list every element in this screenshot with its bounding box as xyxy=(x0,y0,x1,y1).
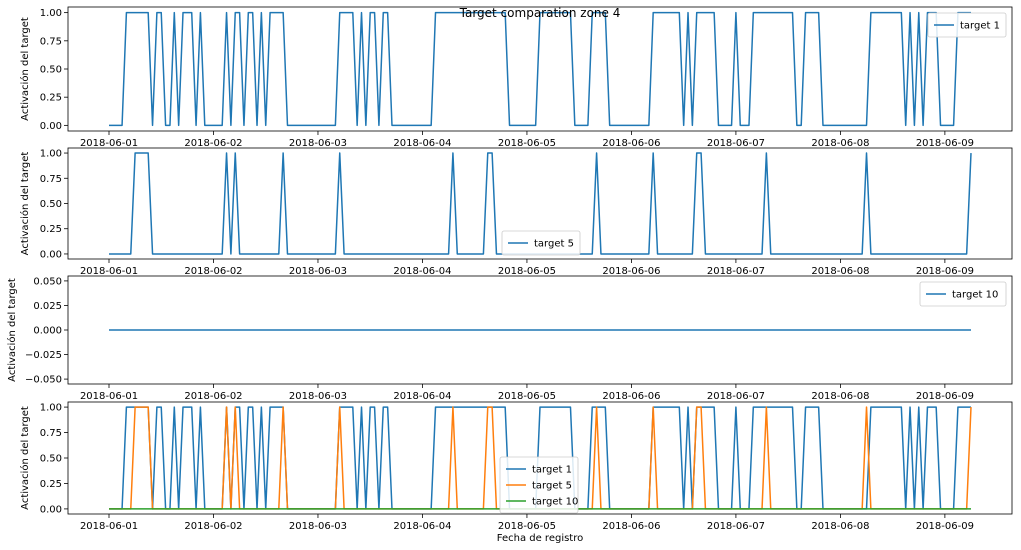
y-tick-label: 0.25 xyxy=(40,479,62,490)
y-tick-label: 1.00 xyxy=(40,8,62,19)
y-tick-label: 0.00 xyxy=(40,121,62,132)
x-tick-label: 2018-06-02 xyxy=(184,391,242,402)
y-axis-label: Activación del target xyxy=(19,406,31,510)
legend-entry: target 5 xyxy=(532,481,572,492)
x-tick-label: 2018-06-01 xyxy=(80,266,138,277)
y-tick-label: 1.00 xyxy=(40,149,62,160)
y-tick-label: 0.50 xyxy=(40,199,62,210)
y-tick-label: 0.75 xyxy=(40,36,62,47)
y-tick-label: 0.000 xyxy=(33,326,62,337)
legend-box xyxy=(927,12,1007,38)
x-tick-label: 2018-06-09 xyxy=(916,391,974,402)
x-tick-label: 2018-06-04 xyxy=(393,391,451,402)
x-tick-label: 2018-06-03 xyxy=(289,391,347,402)
x-tick-label: 2018-06-05 xyxy=(498,138,556,149)
y-tick-label: 0.75 xyxy=(40,428,62,439)
x-tick-label: 2018-06-07 xyxy=(707,521,765,532)
x-tick-label: 2018-06-06 xyxy=(602,391,660,402)
y-axis-label: Activación del target xyxy=(6,278,18,382)
legend: target 1 target 5 target 10 xyxy=(499,456,579,514)
legend: target 5 xyxy=(501,230,581,256)
legend-entry: target 1 xyxy=(960,21,1000,32)
x-tick-label: 2018-06-03 xyxy=(289,266,347,277)
x-tick-label: 2018-06-01 xyxy=(80,138,138,149)
y-tick-label: 0.50 xyxy=(40,454,62,465)
legend: target 1 xyxy=(927,12,1007,38)
x-tick-label: 2018-06-09 xyxy=(916,521,974,532)
x-tick-label: 2018-06-08 xyxy=(811,138,869,149)
x-tick-label: 2018-06-07 xyxy=(707,266,765,277)
x-tick-label: 2018-06-07 xyxy=(707,391,765,402)
subplot-4: 0.00 0.25 0.50 0.75 1.00 2018-06-01 2018-06-02… xyxy=(19,401,1013,532)
x-tick-label: 2018-06-05 xyxy=(498,266,556,277)
legend-box xyxy=(919,281,1007,307)
x-tick-label: 2018-06-06 xyxy=(602,266,660,277)
y-tick-label: 0.25 xyxy=(40,224,62,235)
y-tick-label: 1.00 xyxy=(40,403,62,414)
y-axis-label: Activación del target xyxy=(19,17,31,121)
subplot-3: −0.050 −0.025 0.000 0.025 0.050 2018-06-01 201… xyxy=(6,275,1013,402)
x-tick-label: 2018-06-02 xyxy=(184,138,242,149)
x-tick-label: 2018-06-04 xyxy=(393,521,451,532)
x-tick-label: 2018-06-06 xyxy=(602,138,660,149)
y-tick-label: −0.025 xyxy=(25,350,62,361)
legend-box xyxy=(499,456,579,514)
y-tick-label: 0.25 xyxy=(40,93,62,104)
series-line-target-1 xyxy=(109,11,971,127)
legend-entry: target 10 xyxy=(532,497,578,508)
y-tick-label: −0.050 xyxy=(25,375,62,386)
subplot-2: 0.00 0.25 0.50 0.75 1.00 2018-06-01 2018-06-02… xyxy=(19,147,1013,277)
x-tick-label: 2018-06-08 xyxy=(811,391,869,402)
x-tick-label: 2018-06-07 xyxy=(707,138,765,149)
y-tick-label: 0.050 xyxy=(33,276,62,287)
x-tick-label: 2018-06-09 xyxy=(916,266,974,277)
y-tick-label: 0.50 xyxy=(40,65,62,76)
x-tick-label: 2018-06-08 xyxy=(811,521,869,532)
x-tick-label: 2018-06-01 xyxy=(80,391,138,402)
y-tick-label: 0.75 xyxy=(40,174,62,185)
y-tick-label: 0.025 xyxy=(33,301,62,312)
y-axis-label: Activación del target xyxy=(19,152,31,256)
legend-entry: target 1 xyxy=(532,465,572,476)
legend: target 10 xyxy=(919,281,1007,307)
x-tick-label: 2018-06-02 xyxy=(184,266,242,277)
x-tick-label: 2018-06-05 xyxy=(498,391,556,402)
legend-box xyxy=(501,230,581,256)
x-axis-label: Fecha de registro xyxy=(497,533,584,544)
x-tick-label: 2018-06-08 xyxy=(811,266,869,277)
x-tick-label: 2018-06-03 xyxy=(289,138,347,149)
x-tick-label: 2018-06-05 xyxy=(498,521,556,532)
y-tick-label: 0.00 xyxy=(40,504,62,515)
x-tick-label: 2018-06-09 xyxy=(916,138,974,149)
y-tick-label: 0.00 xyxy=(40,249,62,260)
legend-entry: target 10 xyxy=(952,290,998,301)
x-tick-label: 2018-06-04 xyxy=(393,138,451,149)
x-tick-label: 2018-06-06 xyxy=(602,521,660,532)
legend-entry: target 5 xyxy=(534,239,574,250)
x-tick-label: 2018-06-01 xyxy=(80,521,138,532)
x-tick-label: 2018-06-04 xyxy=(393,266,451,277)
x-tick-label: 2018-06-03 xyxy=(289,521,347,532)
subplot-1: 0.00 0.25 0.50 0.75 1.00 2018-06-01 2018-06-02… xyxy=(19,6,1013,149)
chart-title: Target comparation zone 4 xyxy=(459,6,621,20)
x-tick-label: 2018-06-02 xyxy=(184,521,242,532)
